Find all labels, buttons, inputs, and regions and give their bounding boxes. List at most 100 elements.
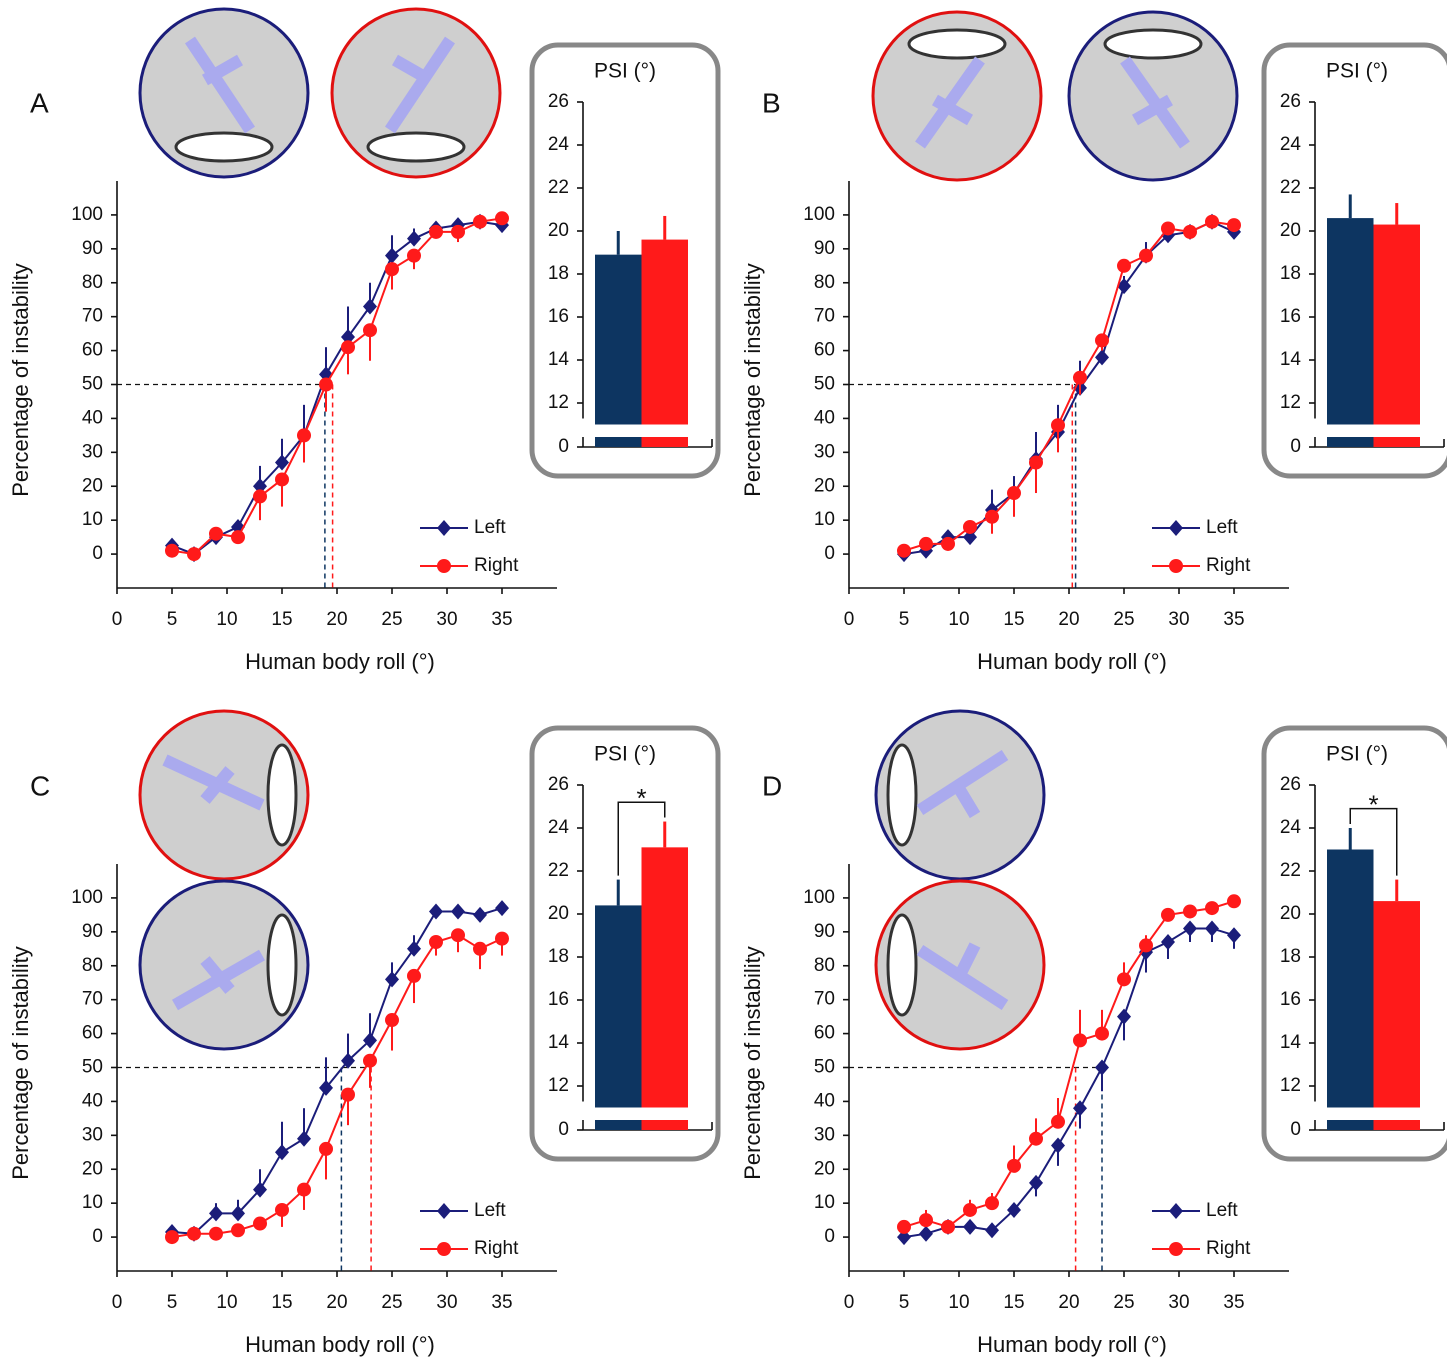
marker [919, 1225, 933, 1242]
y-tick-label: 50 [82, 1057, 103, 1078]
marker [429, 903, 443, 920]
x-tick-label: 15 [271, 1292, 292, 1313]
y-tick-label: 40 [814, 407, 835, 428]
marker [1051, 418, 1065, 433]
marker [407, 248, 421, 263]
y-tick-label: 26 [548, 91, 569, 112]
marker [297, 428, 311, 443]
y-tick-label: 22 [1280, 177, 1301, 198]
marker [341, 340, 355, 355]
bar-stub [1327, 1120, 1374, 1130]
y-tick-label: 100 [71, 887, 103, 908]
marker [319, 1079, 333, 1096]
marker [1161, 221, 1175, 236]
x-tick-label: 10 [948, 609, 969, 630]
y-tick-label: 16 [1280, 306, 1301, 327]
marker [341, 1087, 355, 1102]
marker [963, 1218, 977, 1235]
series-line [903, 220, 1235, 552]
y-tick-label: 20 [1280, 220, 1301, 241]
legend-label: Right [1206, 1238, 1251, 1259]
marker [363, 1053, 377, 1068]
series-line [171, 907, 503, 1235]
icon-platform [886, 913, 918, 1017]
icon-platform [174, 131, 274, 163]
marker [1029, 1174, 1043, 1191]
marker [1051, 1137, 1065, 1154]
icon-platform [1103, 28, 1203, 60]
icon-body [916, 942, 1009, 1011]
legend-marker [437, 1203, 451, 1219]
x-tick-label: 25 [381, 1292, 402, 1313]
marker [1205, 920, 1219, 937]
x-tick-label: 5 [167, 1292, 178, 1313]
x-axis-title: Human body roll (°) [977, 649, 1167, 674]
marker [1095, 349, 1109, 366]
marker [1205, 214, 1219, 229]
y-tick-label: 90 [814, 921, 835, 942]
marker [963, 519, 977, 534]
marker [1007, 1201, 1021, 1218]
marker [473, 906, 487, 923]
bar [1373, 901, 1420, 1108]
legend-marker [1169, 1242, 1183, 1256]
y-tick-label: 50 [814, 1057, 835, 1078]
x-tick-label: 10 [216, 609, 237, 630]
legend-label: Right [1206, 555, 1251, 576]
icon-platform [907, 28, 1007, 60]
marker [1029, 455, 1043, 470]
bar-stub [1373, 437, 1420, 447]
y-tick-label: 16 [1280, 989, 1301, 1010]
marker [187, 547, 201, 562]
y-tick-label: 60 [82, 1023, 103, 1044]
marker [209, 1205, 223, 1222]
y-tick-label: 60 [814, 1023, 835, 1044]
marker [1227, 894, 1241, 909]
y-tick-label: 10 [82, 509, 103, 530]
marker [297, 1182, 311, 1197]
marker [209, 526, 223, 541]
inset-title: PSI (°) [1326, 743, 1388, 766]
y-tick-label: 24 [1280, 817, 1302, 838]
panel-label: A [30, 87, 49, 118]
marker [165, 543, 179, 558]
y-tick-label: 100 [803, 887, 835, 908]
y-tick-label: 12 [548, 1075, 569, 1096]
bar-stub [641, 1120, 688, 1130]
marker [385, 1013, 399, 1028]
y-tick-label: 80 [82, 955, 103, 976]
y-tick-label: 24 [548, 817, 570, 838]
marker [275, 472, 289, 487]
y-tick-label: 60 [814, 340, 835, 361]
marker [897, 1229, 911, 1246]
x-tick-label: 30 [436, 1292, 457, 1313]
icon-body [1120, 56, 1190, 149]
y-tick-label: 0 [1290, 1119, 1301, 1140]
legend-label: Left [474, 1200, 506, 1221]
y-tick-label: 10 [814, 1192, 835, 1213]
y-tick-label: 0 [1290, 436, 1301, 457]
marker [1051, 1114, 1065, 1129]
bar [1327, 849, 1374, 1108]
x-tick-label: 5 [899, 609, 910, 630]
panel-label: C [30, 770, 50, 801]
y-tick-label: 0 [92, 543, 103, 564]
bar [1327, 218, 1374, 425]
marker [1183, 904, 1197, 919]
y-tick-label: 100 [803, 204, 835, 225]
y-tick-label: 70 [814, 989, 835, 1010]
y-tick-label: 20 [548, 220, 569, 241]
y-tick-label: 70 [814, 306, 835, 327]
marker [1161, 907, 1175, 922]
x-axis-title: Human body roll (°) [977, 1332, 1167, 1357]
marker [407, 940, 421, 957]
y-tick-label: 18 [1280, 946, 1301, 967]
marker [297, 1130, 311, 1147]
bar-stub [595, 1120, 642, 1130]
y-tick-label: 20 [548, 903, 569, 924]
x-tick-label: 0 [844, 1292, 855, 1313]
legend-marker [437, 1242, 451, 1256]
marker [1117, 1008, 1131, 1025]
y-tick-label: 16 [548, 989, 569, 1010]
